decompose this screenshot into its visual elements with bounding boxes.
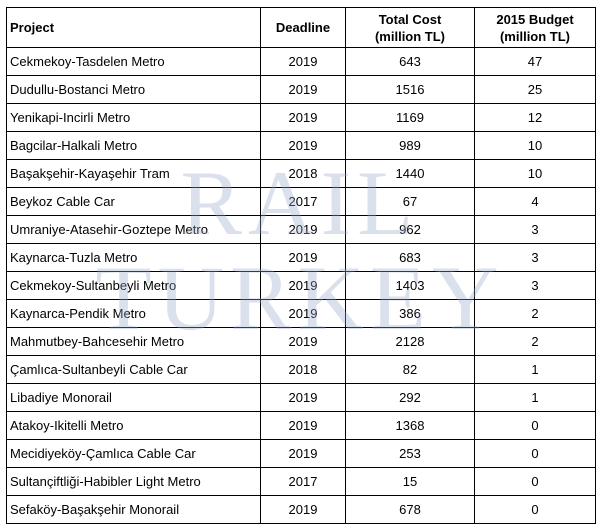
cell-deadline: 2019: [260, 495, 346, 524]
cell-project: Sefaköy-Başakşehir Monorail: [6, 495, 261, 524]
cell-project: Mahmutbey-Bahcesehir Metro: [6, 327, 261, 356]
cell-deadline: 2019: [260, 75, 346, 104]
cell-project: Umraniye-Atasehir-Goztepe Metro: [6, 215, 261, 244]
cell-budget: 12: [474, 103, 596, 132]
cell-budget: 10: [474, 131, 596, 160]
header-project: Project: [6, 7, 261, 48]
cell-total-cost: 15: [345, 467, 475, 496]
cell-budget: 0: [474, 467, 596, 496]
cell-deadline: 2019: [260, 299, 346, 328]
table-row: Bagcilar-Halkali Metro 2019 989 10: [6, 131, 596, 160]
cell-budget: 10: [474, 159, 596, 188]
cell-total-cost: 678: [345, 495, 475, 524]
cell-budget: 1: [474, 383, 596, 412]
cell-project: Libadiye Monorail: [6, 383, 261, 412]
cell-total-cost: 962: [345, 215, 475, 244]
cell-deadline: 2019: [260, 327, 346, 356]
cell-budget: 0: [474, 495, 596, 524]
cell-total-cost: 683: [345, 243, 475, 272]
cell-total-cost: 1368: [345, 411, 475, 440]
table-row: Mecidiyeköy-Çamlıca Cable Car 2019 253 0: [6, 439, 596, 468]
cell-deadline: 2019: [260, 47, 346, 76]
cell-total-cost: 1169: [345, 103, 475, 132]
table-row: Çamlıca-Sultanbeyli Cable Car 2018 82 1: [6, 355, 596, 384]
table-row: Sefaköy-Başakşehir Monorail 2019 678 0: [6, 495, 596, 524]
cell-deadline: 2019: [260, 243, 346, 272]
cell-project: Mecidiyeköy-Çamlıca Cable Car: [6, 439, 261, 468]
cell-total-cost: 386: [345, 299, 475, 328]
cell-deadline: 2019: [260, 103, 346, 132]
cell-budget: 25: [474, 75, 596, 104]
table-row: Cekmekoy-Sultanbeyli Metro 2019 1403 3: [6, 271, 596, 300]
cell-project: Kaynarca-Pendik Metro: [6, 299, 261, 328]
cell-total-cost: 1403: [345, 271, 475, 300]
cell-deadline: 2019: [260, 271, 346, 300]
header-budget-line1: 2015 Budget: [496, 11, 574, 27]
cell-deadline: 2019: [260, 383, 346, 412]
header-total-cost: Total Cost (million TL): [345, 7, 475, 48]
cell-project: Çamlıca-Sultanbeyli Cable Car: [6, 355, 261, 384]
cell-deadline: 2017: [260, 187, 346, 216]
cell-deadline: 2019: [260, 439, 346, 468]
cell-budget: 2: [474, 327, 596, 356]
cell-project: Sultançiftliği-Habibler Light Metro: [6, 467, 261, 496]
projects-table: Project Deadline Total Cost (million TL) …: [6, 7, 596, 524]
cell-total-cost: 1440: [345, 159, 475, 188]
cell-budget: 47: [474, 47, 596, 76]
cell-budget: 3: [474, 271, 596, 300]
cell-total-cost: 292: [345, 383, 475, 412]
cell-total-cost: 1516: [345, 75, 475, 104]
cell-total-cost: 989: [345, 131, 475, 160]
cell-project: Dudullu-Bostanci Metro: [6, 75, 261, 104]
table-row: Beykoz Cable Car 2017 67 4: [6, 187, 596, 216]
cell-project: Cekmekoy-Sultanbeyli Metro: [6, 271, 261, 300]
table-row: Mahmutbey-Bahcesehir Metro 2019 2128 2: [6, 327, 596, 356]
table-row: Yenikapi-Incirli Metro 2019 1169 12: [6, 103, 596, 132]
table-row: Dudullu-Bostanci Metro 2019 1516 25: [6, 75, 596, 104]
cell-budget: 3: [474, 243, 596, 272]
cell-project: Atakoy-Ikitelli Metro: [6, 411, 261, 440]
header-budget: 2015 Budget (million TL): [474, 7, 596, 48]
table-row: Cekmekoy-Tasdelen Metro 2019 643 47: [6, 47, 596, 76]
cell-budget: 2: [474, 299, 596, 328]
header-total-cost-line2: (million TL): [374, 28, 446, 44]
header-budget-line2: (million TL): [499, 28, 571, 44]
table-row: Sultançiftliği-Habibler Light Metro 2017 1…: [6, 467, 596, 496]
cell-budget: 0: [474, 411, 596, 440]
table-row: Libadiye Monorail 2019 292 1: [6, 383, 596, 412]
header-total-cost-line1: Total Cost: [378, 11, 442, 27]
cell-total-cost: 2128: [345, 327, 475, 356]
header-row: Project Deadline Total Cost (million TL) …: [6, 7, 596, 48]
table-row: Atakoy-Ikitelli Metro 2019 1368 0: [6, 411, 596, 440]
cell-project: Bagcilar-Halkali Metro: [6, 131, 261, 160]
cell-budget: 3: [474, 215, 596, 244]
cell-budget: 4: [474, 187, 596, 216]
cell-total-cost: 67: [345, 187, 475, 216]
cell-deadline: 2019: [260, 131, 346, 160]
table-row: Kaynarca-Pendik Metro 2019 386 2: [6, 299, 596, 328]
cell-total-cost: 643: [345, 47, 475, 76]
cell-deadline: 2018: [260, 159, 346, 188]
cell-project: Başakşehir-Kayaşehir Tram: [6, 159, 261, 188]
cell-budget: 0: [474, 439, 596, 468]
table-row: Umraniye-Atasehir-Goztepe Metro 2019 962 3: [6, 215, 596, 244]
header-deadline: Deadline: [260, 7, 346, 48]
cell-deadline: 2019: [260, 411, 346, 440]
cell-deadline: 2019: [260, 215, 346, 244]
table-row: Başakşehir-Kayaşehir Tram 2018 1440 10: [6, 159, 596, 188]
table-row: Kaynarca-Tuzla Metro 2019 683 3: [6, 243, 596, 272]
cell-project: Kaynarca-Tuzla Metro: [6, 243, 261, 272]
cell-budget: 1: [474, 355, 596, 384]
cell-project: Yenikapi-Incirli Metro: [6, 103, 261, 132]
cell-deadline: 2017: [260, 467, 346, 496]
cell-project: Beykoz Cable Car: [6, 187, 261, 216]
cell-project: Cekmekoy-Tasdelen Metro: [6, 47, 261, 76]
cell-deadline: 2018: [260, 355, 346, 384]
cell-total-cost: 82: [345, 355, 475, 384]
cell-total-cost: 253: [345, 439, 475, 468]
